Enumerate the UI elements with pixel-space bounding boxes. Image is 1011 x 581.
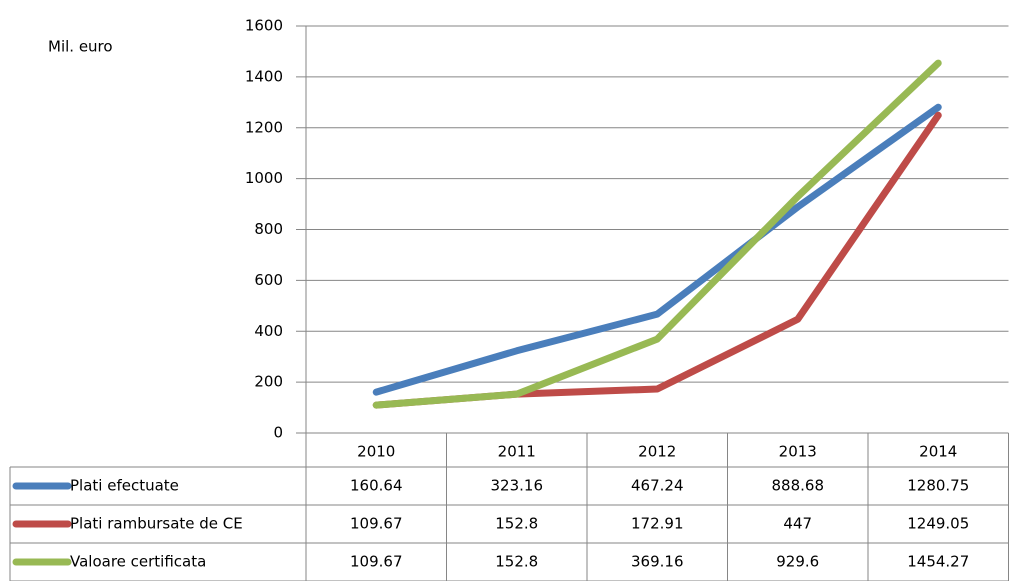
table-value: 929.6 bbox=[776, 553, 819, 571]
y-tick-label: 0 bbox=[273, 424, 283, 442]
table-value: 1280.75 bbox=[907, 477, 969, 495]
series-line bbox=[372, 103, 942, 396]
table-value: 152.8 bbox=[495, 553, 538, 571]
table-value: 152.8 bbox=[495, 515, 538, 533]
x-tick-label: 2011 bbox=[498, 443, 536, 461]
legend-label: Plati rambursate de CE bbox=[70, 515, 243, 533]
table-value: 467.24 bbox=[631, 477, 684, 495]
table-value: 172.91 bbox=[631, 515, 684, 533]
table-value: 447 bbox=[783, 515, 812, 533]
table-value: 369.16 bbox=[631, 553, 684, 571]
y-tick-label: 1200 bbox=[245, 118, 283, 136]
table-value: 1454.27 bbox=[907, 553, 969, 571]
y-tick-label: 200 bbox=[254, 373, 283, 391]
legend-label: Valoare certificata bbox=[70, 553, 206, 571]
table-value: 888.68 bbox=[772, 477, 825, 495]
table-value: 323.16 bbox=[491, 477, 544, 495]
x-tick-label: 2014 bbox=[919, 443, 957, 461]
y-tick-label: 400 bbox=[254, 322, 283, 340]
x-tick-label: 2013 bbox=[779, 443, 817, 461]
y-tick-label: 1600 bbox=[245, 17, 283, 35]
series-line bbox=[372, 111, 942, 409]
y-tick-label: 800 bbox=[254, 220, 283, 238]
table-value: 1249.05 bbox=[907, 515, 969, 533]
table-value: 109.67 bbox=[350, 553, 403, 571]
table-value: 109.67 bbox=[350, 515, 403, 533]
x-tick-label: 2012 bbox=[638, 443, 676, 461]
table-value: 160.64 bbox=[350, 477, 403, 495]
x-tick-label: 2010 bbox=[357, 443, 395, 461]
y-tick-label: 1400 bbox=[245, 67, 283, 85]
legend-label: Plati efectuate bbox=[70, 477, 179, 495]
series-line bbox=[372, 59, 942, 409]
y-axis-label: Mil. euro bbox=[48, 38, 113, 56]
y-tick-label: 600 bbox=[254, 271, 283, 289]
y-tick-label: 1000 bbox=[245, 169, 283, 187]
